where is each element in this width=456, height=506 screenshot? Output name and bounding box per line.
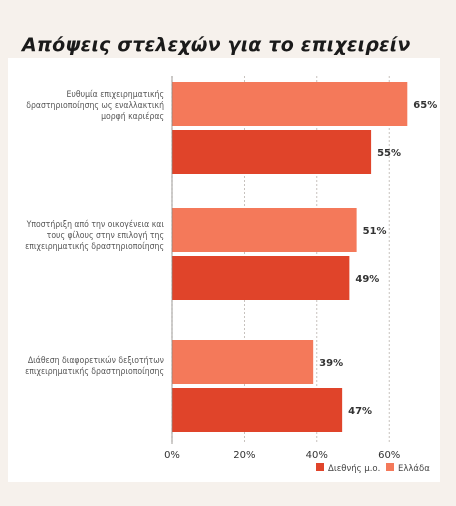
bar-value-label: 47% xyxy=(348,406,372,417)
legend-swatch xyxy=(316,463,324,471)
bar-intl-2 xyxy=(172,388,343,432)
bar-intl-0 xyxy=(172,130,372,174)
x-tick-label: 60% xyxy=(378,450,400,461)
legend: Διεθνής μ.ο. Ελλάδα xyxy=(316,463,430,474)
bar-greece-1 xyxy=(172,208,357,252)
category-label: Υποστήριξη από την οικογένεια και τους φ… xyxy=(25,220,164,252)
bars: 65% 55% 51% 49% 39% 47% xyxy=(172,82,437,432)
bar-value-label: 51% xyxy=(363,226,387,237)
category-label: Ευθυμία επιχειρηματικής δραστηριοποίησης… xyxy=(26,90,164,122)
bar-greece-2 xyxy=(172,340,314,384)
legend-label: Διεθνής μ.ο. xyxy=(328,464,380,474)
x-tick-label: 0% xyxy=(164,450,180,461)
bar-value-label: 39% xyxy=(319,358,343,369)
x-tick-label: 20% xyxy=(233,450,255,461)
bar-intl-1 xyxy=(172,256,350,300)
bar-value-label: 55% xyxy=(377,148,401,159)
legend-swatch xyxy=(386,463,394,471)
category-label: Διάθεση διαφορετικών δεξιοτήτων επιχειρη… xyxy=(25,356,164,377)
chart-title: Απόψεις στελεχών για το επιχειρείν xyxy=(22,34,411,56)
legend-label: Ελλάδα xyxy=(398,464,430,474)
bar-greece-0 xyxy=(172,82,408,126)
x-tick-label: 40% xyxy=(306,450,328,461)
bar-value-label: 49% xyxy=(355,274,379,285)
bar-value-label: 65% xyxy=(413,100,437,111)
